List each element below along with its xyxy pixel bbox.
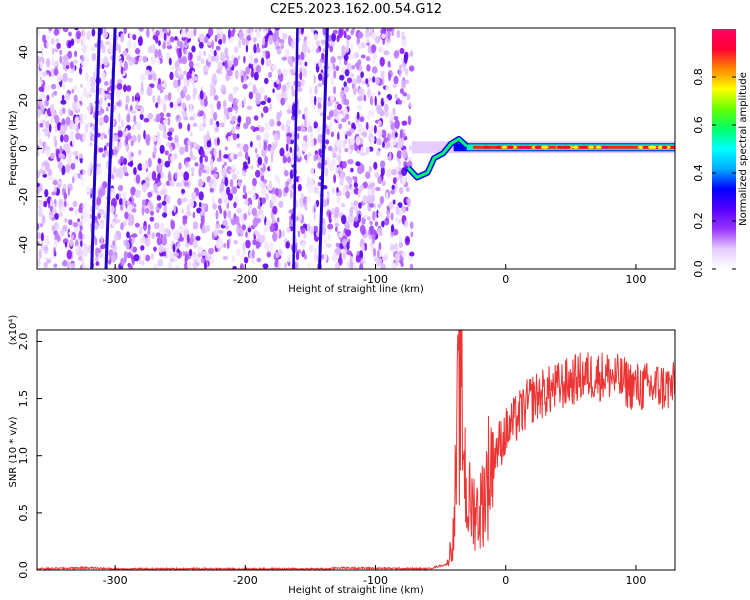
snr-x-label: Height of straight line (km) (288, 585, 424, 596)
snr-y-label: SNR (10 * v/v) (8, 416, 19, 487)
x-tick-label: -300 (103, 574, 128, 587)
x-tick-label: -100 (363, 574, 388, 587)
x-tick-label: 0 (502, 574, 509, 587)
colorbar-ticks: 0.0 0.2 0.4 0.6 0.8 (692, 68, 736, 278)
y-tick-label: 40 (17, 45, 30, 59)
snr-y-ticks: 0.0 0.5 1.0 1.5 2.0 (17, 333, 42, 579)
x-tick-label: -300 (103, 273, 128, 286)
snr-y-multiplier: (x10⁴) (8, 315, 19, 346)
snr-x-ticks: -300 -200 -100 0 100 (103, 565, 646, 587)
spectrogram-x-label: Height of straight line (km) (288, 284, 424, 295)
y-tick-label: -20 (17, 188, 30, 206)
x-tick-label: -100 (363, 273, 388, 286)
x-tick-label: 100 (625, 273, 646, 286)
snr-series-line (36, 329, 676, 572)
x-tick-label: -200 (233, 574, 258, 587)
colorbar-tick-label: 0.4 (692, 164, 705, 182)
x-tick-label: 0 (502, 273, 509, 286)
x-tick-label: -200 (233, 273, 258, 286)
y-tick-label: 0.0 (17, 561, 30, 579)
spectrogram-x-ticks: -300 -200 -100 0 100 (103, 264, 646, 286)
y-tick-label: 1.5 (17, 390, 30, 408)
spectrogram-y-label: Frequency (Hz) (8, 110, 19, 186)
page-title: C2E5.2023.162.00.54.G12 (269, 2, 443, 17)
colorbar-tick-label: 0.6 (692, 116, 705, 134)
colorbar-gradient (712, 29, 736, 269)
colorbar: 0.0 0.2 0.4 0.6 0.8 Normalized spectral ampl… (692, 29, 749, 278)
spectrogram-y-ticks: -40 -20 0 20 40 (17, 45, 42, 254)
y-tick-label: 20 (17, 93, 30, 107)
colorbar-label: Normalized spectral amplitude (738, 72, 749, 226)
snr-frame (36, 329, 676, 571)
snr-background (37, 330, 675, 570)
y-tick-label: 0.5 (17, 504, 30, 522)
colorbar-tick-label: 0.2 (692, 212, 705, 230)
x-tick-label: 100 (625, 574, 646, 587)
snr-plot: -300 -200 -100 0 100 0.0 0.5 1.0 1.5 2.0 Height … (8, 315, 676, 596)
y-tick-label: -40 (17, 236, 30, 254)
y-tick-label: 1.0 (17, 447, 30, 465)
y-tick-label: 2.0 (17, 333, 30, 351)
spectrogram-heat-layer (37, 28, 675, 269)
colorbar-tick-label: 0.0 (692, 260, 705, 278)
colorbar-tick-label: 0.8 (692, 68, 705, 86)
y-tick-label: 0 (17, 145, 30, 152)
